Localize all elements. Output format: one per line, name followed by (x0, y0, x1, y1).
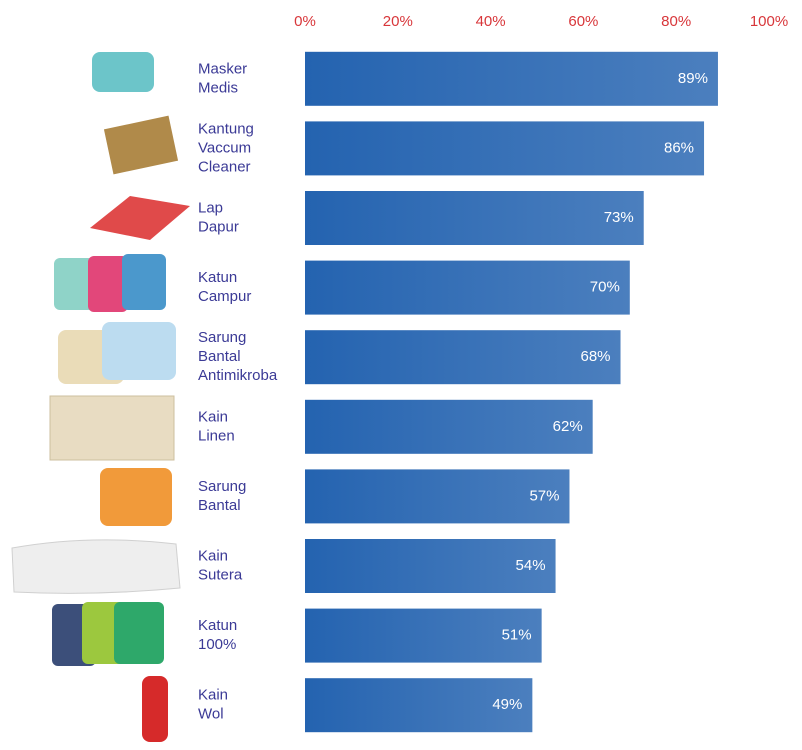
category-label: Kain Wol (198, 687, 228, 723)
value-label: 62% (553, 418, 583, 435)
scarf-icon (142, 676, 168, 742)
x-tick-label: 20% (383, 13, 413, 30)
value-label: 57% (529, 487, 559, 504)
mask-icon (92, 52, 154, 92)
category-label: Masker Medis (198, 60, 247, 96)
category-label: Kain Sutera (198, 547, 243, 583)
linen-icon (49, 395, 175, 461)
bar (305, 121, 705, 176)
cloth-icon (90, 196, 190, 240)
pillow-icon (102, 322, 176, 380)
value-label: 86% (664, 139, 694, 156)
shirt-icon (88, 256, 128, 312)
value-label: 49% (492, 696, 522, 713)
shirt-icon (122, 254, 166, 310)
bar (305, 260, 630, 315)
value-label: 54% (516, 557, 546, 574)
pillow-icon (100, 468, 172, 526)
x-tick-label: 100% (750, 13, 788, 30)
category-label: Sarung Bantal (198, 478, 246, 514)
x-tick-label: 0% (294, 13, 316, 30)
category-label: Kantung Vaccum Cleaner (198, 120, 254, 175)
tshirt-icon (114, 602, 164, 664)
category-label: Kain Linen (198, 408, 235, 444)
category-label: Katun 100% (198, 617, 237, 653)
bar (305, 539, 556, 593)
shirt-icon (54, 258, 94, 310)
silk-icon (11, 539, 181, 594)
bar (305, 678, 533, 733)
bar (305, 469, 570, 524)
value-label: 68% (580, 348, 610, 365)
category-label: Lap Dapur (198, 199, 239, 235)
x-tick-label: 60% (568, 13, 598, 30)
bag-icon (103, 115, 179, 175)
bar (305, 51, 718, 106)
value-label: 70% (590, 279, 620, 296)
value-label: 51% (502, 627, 532, 644)
value-label: 89% (678, 70, 708, 87)
bar (305, 399, 593, 454)
value-label: 73% (604, 209, 634, 226)
x-tick-label: 40% (476, 13, 506, 30)
bar (305, 608, 542, 663)
icons (11, 52, 190, 742)
category-label: Sarung Bantal Antimikroba (198, 329, 278, 384)
x-tick-label: 80% (661, 13, 691, 30)
category-label: Katun Campur (198, 269, 251, 305)
bar (305, 191, 644, 245)
bar (305, 330, 621, 385)
